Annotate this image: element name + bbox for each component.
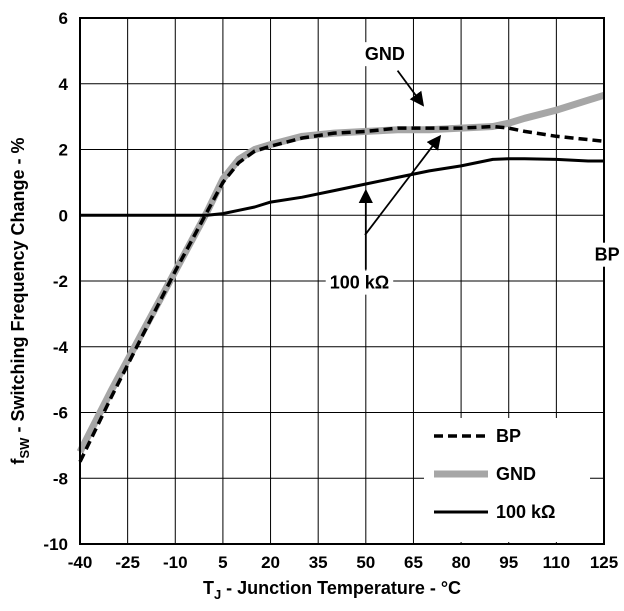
series-line-100-k	[80, 157, 604, 217]
x-tick-label: -40	[68, 553, 93, 572]
x-tick-label: 20	[261, 553, 280, 572]
annotation-arrow	[364, 134, 442, 236]
annotation-label-bg	[360, 42, 409, 67]
legend: BP GND 100 kΩ	[424, 418, 590, 542]
y-tick-label: 0	[59, 206, 68, 225]
legend-label: GND	[496, 464, 536, 484]
legend-label: BP	[496, 426, 521, 446]
y-tick-label: 2	[59, 141, 68, 160]
annotation-label: 100 kΩ	[330, 273, 389, 293]
x-tick-label: 80	[452, 553, 471, 572]
legend-label: 100 kΩ	[496, 502, 555, 522]
x-tick-label: 35	[309, 553, 328, 572]
legend-box	[424, 418, 590, 542]
y-tick-label: -2	[53, 272, 68, 291]
plot-frame	[79, 17, 605, 545]
y-axis-title: fSW - Switching Frequency Change - %	[8, 138, 32, 465]
y-tick-label: -6	[53, 404, 68, 423]
x-tick-label: -10	[163, 553, 188, 572]
annotation-arrow	[396, 70, 425, 107]
x-tick-label: 5	[218, 553, 227, 572]
x-tick-label: -25	[115, 553, 140, 572]
annotation-label: BP	[595, 245, 620, 265]
x-tick-label: 65	[404, 553, 423, 572]
y-tick-label: -10	[43, 535, 68, 554]
annotation-label-bg	[325, 270, 394, 295]
annotations: GND BP 100 kΩ	[325, 42, 624, 295]
series-line-bp	[78, 124, 605, 463]
x-tick-label: 110	[543, 553, 570, 572]
y-tick-label: 6	[59, 9, 68, 28]
series-lines	[76, 91, 606, 463]
y-tick-label: -8	[53, 469, 68, 488]
x-axis-title: TJ - Junction Temperature - °C	[203, 578, 461, 602]
x-tick-label: 125	[590, 553, 618, 572]
x-tick-label: 95	[499, 553, 518, 572]
tick-labels: -40 -25 -10 5 20 35 50 65 80 95 110 125 -10 -8 -6 -4 -2 0…	[43, 9, 618, 572]
y-tick-label: 4	[59, 75, 69, 94]
annotation-label: GND	[365, 44, 405, 64]
y-tick-label: -4	[53, 338, 69, 357]
x-tick-label: 50	[356, 553, 375, 572]
annotation-label-bg	[590, 242, 624, 267]
